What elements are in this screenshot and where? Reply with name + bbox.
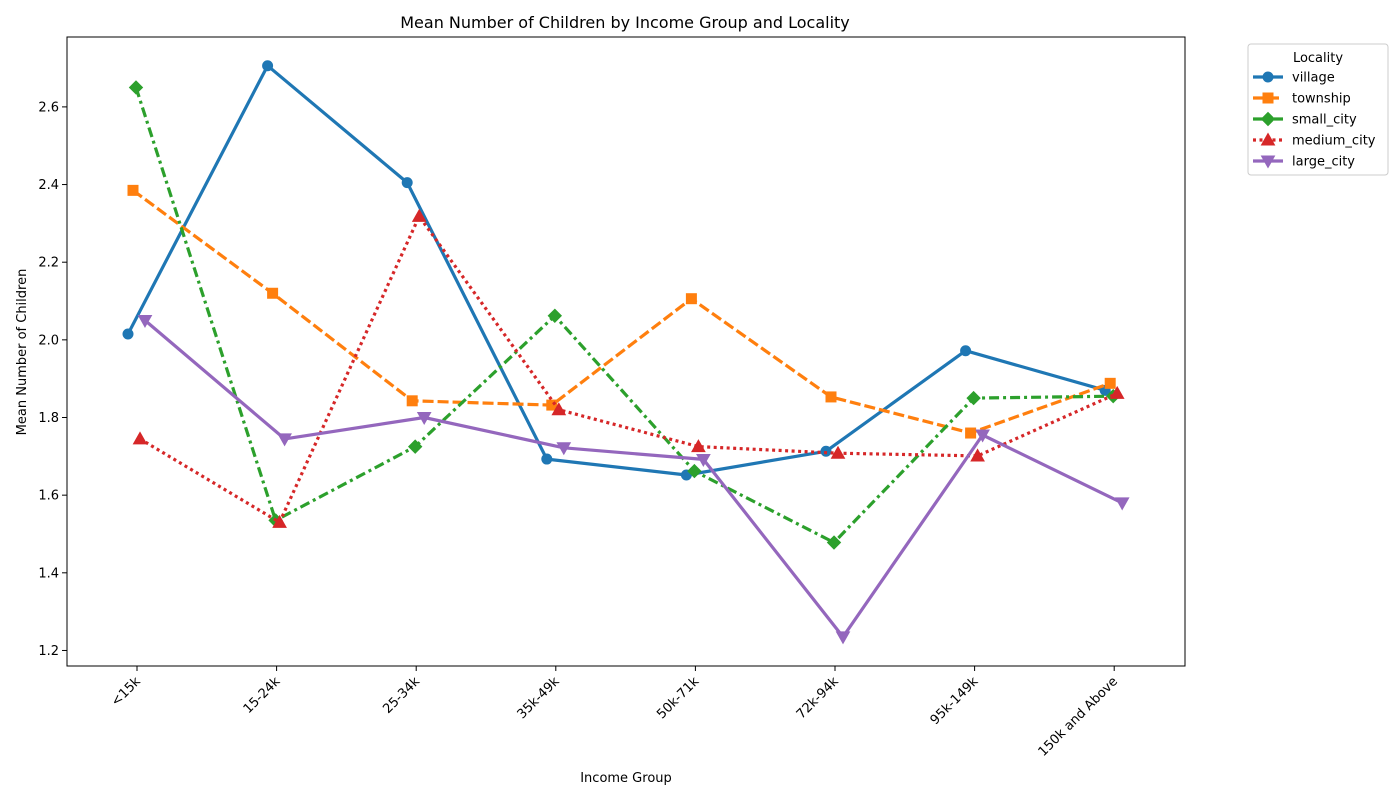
legend-items: village township small_city medium_citylarg…: [1253, 71, 1376, 170]
series-village: [122, 60, 1111, 481]
x-axis: <15k 15-24k 25-34k 35k-49k 50k-71k 72k-94k 95k…: [108, 666, 1121, 760]
data-point-township: [685, 293, 697, 305]
y-tick-label: 2.6: [38, 100, 59, 115]
data-point-large_city: [696, 453, 711, 467]
data-point-medium_city: [411, 208, 427, 222]
y-axis: 1.2 1.4 1.6 1.8 2.0 2.2 2.4 2.6: [38, 100, 67, 659]
data-point-township: [267, 287, 279, 299]
x-tick-label: 72k-94k: [794, 674, 842, 722]
legend-marker: [1260, 155, 1276, 169]
legend-item-village: village: [1253, 71, 1335, 86]
data-point-township: [1104, 377, 1116, 389]
y-tick-label: 2.2: [38, 256, 59, 271]
series-line-township: [132, 189, 1111, 435]
y-tick-label: 1.4: [38, 566, 59, 581]
series-medium_city: [132, 208, 1125, 528]
data-point-large_city: [1114, 497, 1130, 511]
data-point-village: [262, 60, 274, 72]
data-point-small_city: [687, 463, 702, 479]
data-point-small_city: [128, 80, 144, 95]
legend-label: small_city: [1292, 113, 1357, 128]
data-point-small_city: [547, 308, 563, 323]
legend-label: township: [1292, 92, 1351, 107]
data-point-small_city: [966, 390, 981, 406]
data-point-medium_city: [970, 448, 985, 462]
legend-marker: [1260, 111, 1276, 127]
series-line-medium_city: [139, 214, 1118, 524]
y-tick-label: 1.8: [38, 411, 59, 426]
y-tick-label: 1.6: [38, 489, 59, 504]
data-point-large_city: [556, 442, 572, 456]
series-line-large_city: [143, 319, 1123, 639]
data-point-medium_city: [551, 402, 567, 416]
series-line-small_city: [134, 87, 1114, 545]
y-tick-label: 1.2: [38, 644, 59, 659]
data-point-township: [127, 184, 139, 196]
legend-label: medium_city: [1292, 134, 1376, 149]
legend-item-medium_city: medium_city: [1253, 132, 1376, 149]
data-point-medium_city: [830, 445, 846, 459]
data-point-medium_city: [691, 439, 706, 453]
x-tick-label: 35k-49k: [515, 674, 563, 722]
y-tick-label: 2.4: [38, 178, 59, 193]
data-point-township: [546, 399, 558, 411]
data-point-large_city: [835, 631, 851, 645]
chart-title: Mean Number of Children by Income Group …: [400, 13, 850, 32]
legend-title: Locality: [1293, 51, 1343, 66]
x-tick-label: <15k: [108, 674, 144, 710]
x-tick-label: 25-34k: [380, 674, 423, 717]
y-tick-label: 2.0: [38, 333, 59, 348]
legend-marker: [1260, 132, 1276, 146]
data-point-medium_city: [1109, 385, 1125, 399]
legend-marker: [1262, 71, 1274, 83]
series-large_city: [137, 314, 1130, 645]
legend-item-township: township: [1253, 92, 1351, 107]
legend-item-large_city: large_city: [1253, 155, 1355, 170]
data-point-village: [960, 345, 972, 357]
series-small_city: [128, 80, 1121, 550]
x-tick-label: 50k-71k: [654, 674, 702, 722]
data-point-small_city: [826, 535, 842, 550]
x-axis-label: Income Group: [580, 771, 672, 786]
data-point-medium_city: [132, 431, 148, 445]
data-point-large_city: [416, 412, 432, 426]
series-township: [127, 184, 1116, 439]
data-point-village: [122, 328, 134, 340]
x-tick-label: 15-24k: [241, 674, 284, 717]
series-layer: [122, 60, 1130, 645]
x-tick-label: 150k and Above: [1036, 674, 1121, 759]
legend-label: large_city: [1292, 155, 1355, 170]
series-line-village: [126, 64, 1106, 477]
data-point-large_city: [277, 433, 292, 447]
legend: Locality village township small_citymedium…: [1247, 43, 1389, 176]
data-point-village: [541, 453, 553, 465]
data-point-township: [825, 391, 837, 403]
x-tick-label: 95k-149k: [928, 674, 982, 728]
data-point-township: [406, 395, 418, 407]
y-axis-label: Mean Number of Children: [15, 269, 30, 436]
legend-label: village: [1292, 71, 1335, 86]
data-point-medium_city: [272, 514, 287, 528]
plot-area-frame: [66, 36, 1186, 667]
data-point-village: [401, 177, 413, 189]
data-point-small_city: [407, 439, 423, 454]
legend-item-small_city: small_city: [1253, 111, 1357, 128]
data-point-township: [965, 427, 977, 439]
data-point-large_city: [975, 429, 990, 443]
data-point-large_city: [137, 314, 153, 328]
legend-marker: [1262, 92, 1274, 104]
